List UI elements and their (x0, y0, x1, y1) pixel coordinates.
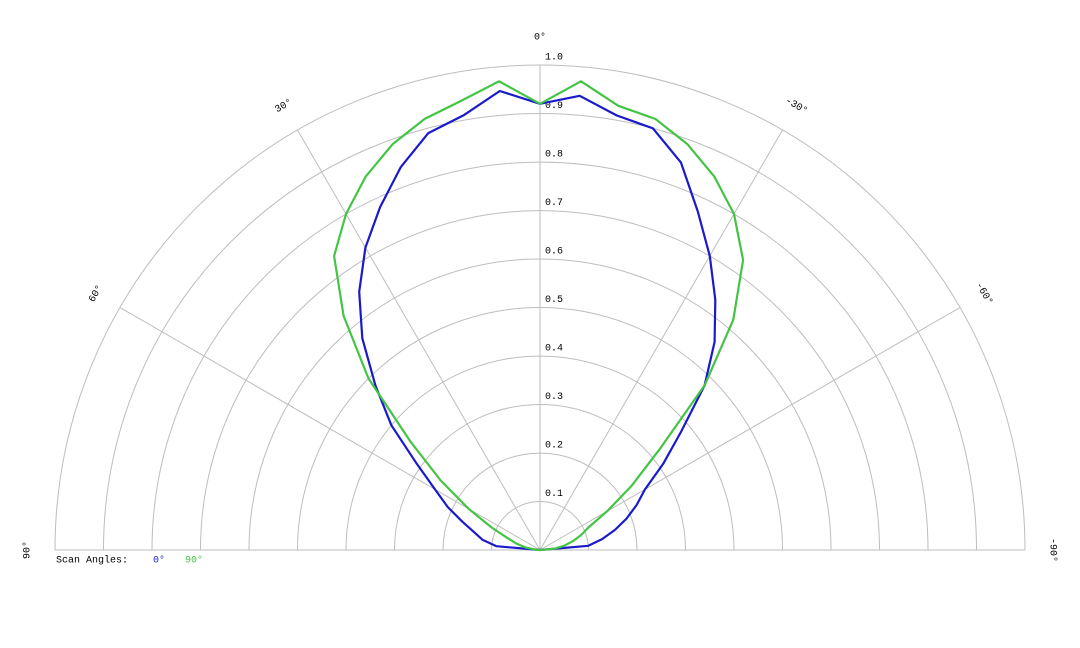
r-tick-label: 0.6 (545, 247, 563, 258)
legend-entry: 90° (185, 555, 203, 567)
legend-entry: 0° (153, 555, 165, 567)
legend-title: Scan Angles: (56, 555, 128, 567)
r-tick-label: 0.1 (545, 489, 563, 500)
r-tick-label: 0.3 (545, 392, 563, 403)
theta-tick-label: -60° (973, 280, 995, 307)
theta-tick-label: -90° (1046, 538, 1058, 562)
theta-tick-label: 30° (273, 97, 295, 116)
grid-spoke (119, 307, 541, 551)
r-tick-label: 0.5 (545, 295, 563, 306)
grid-spoke (297, 129, 541, 551)
grid-spoke (539, 129, 783, 551)
r-tick-label: 0.7 (545, 198, 563, 209)
r-tick-label: 1.0 (545, 53, 563, 64)
r-tick-label: 0.4 (545, 344, 563, 355)
r-tick-label: 0.9 (545, 101, 563, 112)
theta-tick-label: 90° (22, 541, 34, 559)
theta-tick-label: -30° (783, 95, 810, 117)
theta-tick-label: 60° (87, 283, 106, 305)
theta-tick-label: 0° (534, 32, 546, 44)
series-line (358, 89, 717, 552)
r-tick-label: 0.2 (545, 441, 563, 452)
series-line (333, 80, 745, 552)
r-tick-label: 0.8 (545, 150, 563, 161)
